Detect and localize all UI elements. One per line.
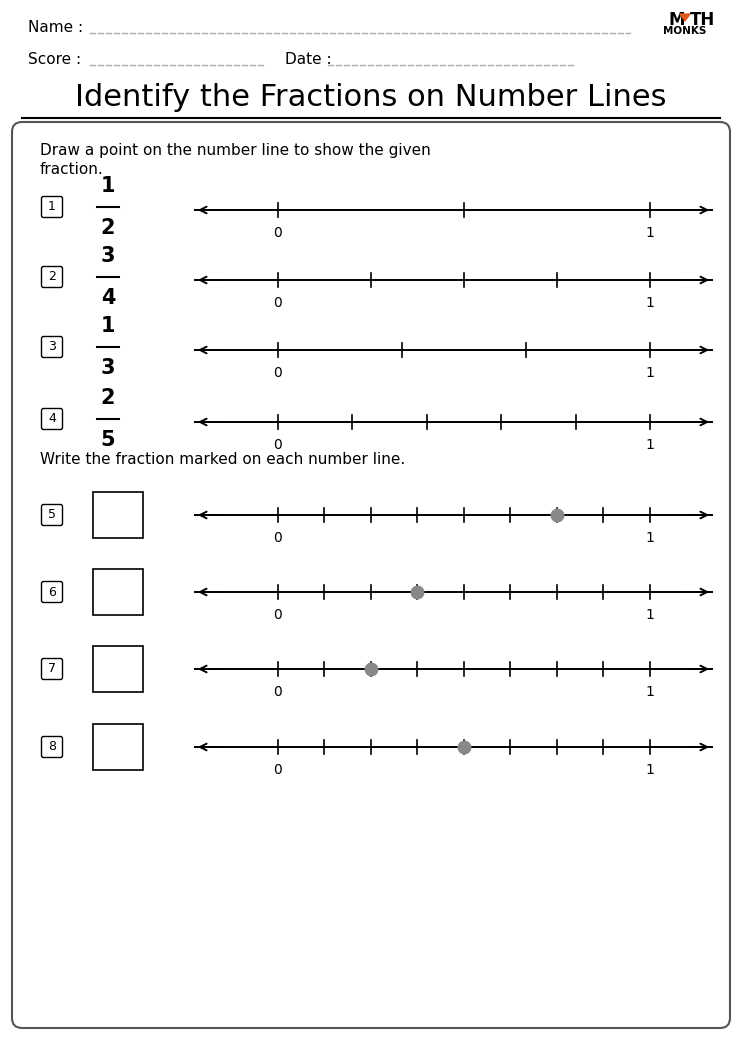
Bar <box>93 492 143 538</box>
Text: Date :: Date : <box>285 52 332 67</box>
Text: 1: 1 <box>646 608 654 622</box>
Text: 6: 6 <box>48 586 56 598</box>
Text: 0: 0 <box>273 531 282 545</box>
FancyBboxPatch shape <box>42 658 62 679</box>
Bar <box>93 724 143 770</box>
Bar <box>93 569 143 615</box>
Text: 0: 0 <box>273 438 282 452</box>
FancyBboxPatch shape <box>42 408 62 429</box>
Text: 2: 2 <box>101 218 115 238</box>
Text: 1: 1 <box>646 685 654 699</box>
Text: fraction.: fraction. <box>40 163 104 177</box>
Text: 1: 1 <box>646 296 654 310</box>
Text: 1: 1 <box>101 316 115 336</box>
Text: 1: 1 <box>646 438 654 452</box>
Text: 5: 5 <box>48 508 56 522</box>
Text: 3: 3 <box>101 358 115 378</box>
FancyBboxPatch shape <box>12 122 730 1028</box>
Text: 0: 0 <box>273 685 282 699</box>
Text: 1: 1 <box>101 176 115 196</box>
Text: 1: 1 <box>646 763 654 777</box>
Bar <box>93 646 143 692</box>
Text: 0: 0 <box>273 296 282 310</box>
Text: 4: 4 <box>48 413 56 425</box>
FancyBboxPatch shape <box>42 267 62 288</box>
Text: M: M <box>668 10 685 29</box>
Text: 2: 2 <box>48 271 56 284</box>
Text: 0: 0 <box>273 366 282 380</box>
Text: 3: 3 <box>48 340 56 354</box>
Text: TH: TH <box>690 10 715 29</box>
Polygon shape <box>680 14 690 21</box>
Text: Draw a point on the number line to show the given: Draw a point on the number line to show … <box>40 143 431 158</box>
Text: 0: 0 <box>273 763 282 777</box>
Text: MONKS: MONKS <box>663 26 706 36</box>
Text: 1: 1 <box>646 531 654 545</box>
Text: 0: 0 <box>273 608 282 622</box>
Text: 1: 1 <box>48 201 56 213</box>
Text: Write the fraction marked on each number line.: Write the fraction marked on each number… <box>40 453 405 467</box>
FancyBboxPatch shape <box>42 582 62 603</box>
Text: 2: 2 <box>101 388 115 408</box>
Text: Name :: Name : <box>28 21 83 36</box>
Text: 0: 0 <box>273 226 282 240</box>
Text: Identify the Fractions on Number Lines: Identify the Fractions on Number Lines <box>75 84 667 112</box>
Text: 1: 1 <box>646 226 654 240</box>
FancyBboxPatch shape <box>42 336 62 357</box>
Text: 5: 5 <box>101 430 115 450</box>
Text: 8: 8 <box>48 740 56 754</box>
Text: 4: 4 <box>101 288 115 308</box>
Text: 3: 3 <box>101 246 115 266</box>
FancyBboxPatch shape <box>42 736 62 757</box>
FancyBboxPatch shape <box>42 196 62 217</box>
Text: 7: 7 <box>48 663 56 675</box>
Text: 1: 1 <box>646 366 654 380</box>
FancyBboxPatch shape <box>42 504 62 525</box>
Text: Score :: Score : <box>28 52 81 67</box>
